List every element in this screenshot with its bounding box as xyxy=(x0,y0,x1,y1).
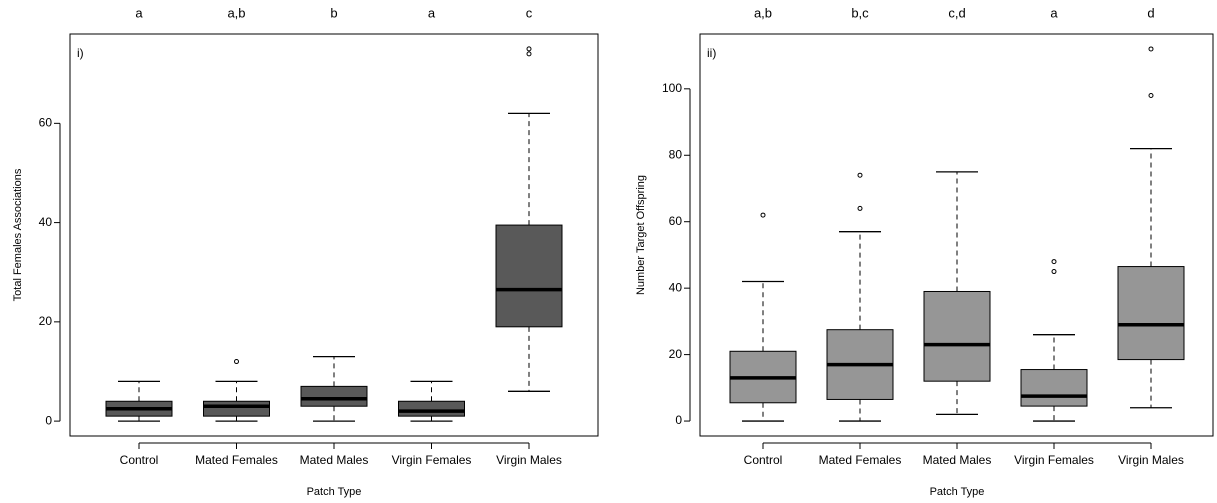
x-tick-label: Virgin Males xyxy=(1118,453,1184,467)
y-axis-title: Total Females Associations xyxy=(12,168,24,301)
group-letter: c xyxy=(526,5,533,20)
box xyxy=(923,290,991,382)
x-axis-title: Patch Type xyxy=(930,486,985,498)
x-tick-label: Virgin Females xyxy=(392,453,472,467)
box xyxy=(203,400,270,417)
outlier xyxy=(1148,92,1154,98)
box xyxy=(300,385,368,407)
y-tick-label: 80 xyxy=(669,147,683,161)
group-letter: a,b xyxy=(754,5,772,20)
y-tick-label: 20 xyxy=(669,347,683,361)
group-letter: a xyxy=(135,5,143,20)
y-tick-label: 60 xyxy=(669,214,683,228)
group-letter: a xyxy=(428,5,436,20)
x-tick-label: Control xyxy=(744,453,783,467)
x-tick-label: Virgin Females xyxy=(1014,453,1094,467)
y-tick-label: 60 xyxy=(39,116,53,130)
y-axis-title: Number Target Offspring xyxy=(635,175,647,295)
group-letter: a,b xyxy=(227,5,245,20)
x-axis-title: Patch Type xyxy=(307,486,362,498)
plot-frame xyxy=(699,33,1214,437)
plot-frame xyxy=(69,33,599,437)
box xyxy=(495,224,563,328)
group-letter: b,c xyxy=(851,5,869,20)
x-tick-label: Mated Males xyxy=(923,453,992,467)
box xyxy=(1020,369,1088,407)
group-letter: a xyxy=(1050,5,1058,20)
outlier xyxy=(857,172,863,178)
box xyxy=(1117,266,1185,361)
panel-label: i) xyxy=(77,46,84,60)
outlier xyxy=(526,46,532,52)
x-tick-label: Mated Males xyxy=(300,453,369,467)
x-tick-label: Control xyxy=(120,453,159,467)
outlier xyxy=(1051,269,1057,275)
outlier xyxy=(1051,259,1057,265)
y-tick-label: 0 xyxy=(675,413,682,427)
outlier xyxy=(857,205,863,211)
y-tick-label: 40 xyxy=(39,215,53,229)
x-tick-label: Virgin Males xyxy=(496,453,562,467)
y-tick-label: 100 xyxy=(662,81,682,95)
group-letter: d xyxy=(1147,5,1154,20)
y-tick-label: 40 xyxy=(669,280,683,294)
y-tick-label: 20 xyxy=(39,314,53,328)
outlier xyxy=(1148,46,1154,52)
x-tick-label: Mated Females xyxy=(819,453,902,467)
y-tick-label: 0 xyxy=(45,413,52,427)
box xyxy=(398,400,465,417)
x-tick-label: Mated Females xyxy=(195,453,278,467)
outlier xyxy=(760,212,766,218)
outlier xyxy=(526,51,532,57)
group-letter: b xyxy=(330,5,337,20)
panel-label: ii) xyxy=(707,46,716,60)
outlier xyxy=(234,359,239,365)
group-letter: c,d xyxy=(948,5,965,20)
